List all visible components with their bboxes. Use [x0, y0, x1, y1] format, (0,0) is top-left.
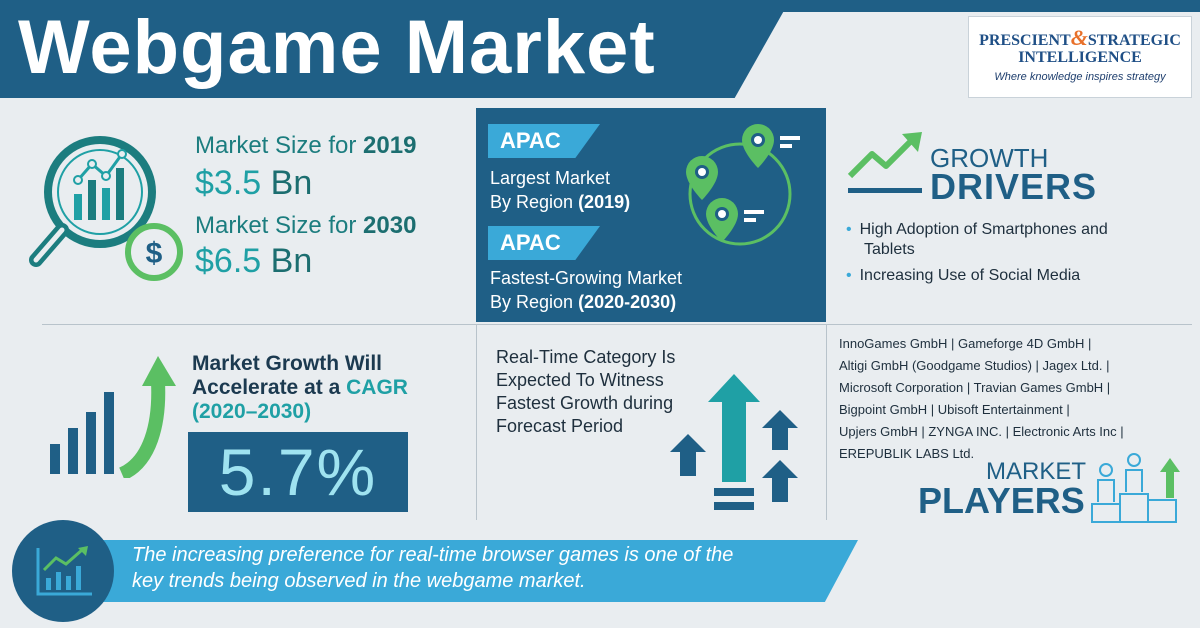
apac-fastest-text: Fastest-Growing Market By Region (2020-2…: [490, 266, 682, 314]
cagr-line1: Market Growth Will: [192, 352, 382, 375]
cagr-value: 5.7%: [188, 432, 408, 512]
players-line3: Microsoft Corporation | Travian Games Gm…: [839, 380, 1111, 395]
apac-fastest-prefix: By Region: [490, 292, 579, 312]
cagr-word: CAGR: [346, 376, 408, 399]
apac-fastest-line2: By Region (2020-2030): [490, 290, 682, 314]
market-heading: MARKET: [986, 458, 1087, 485]
cagr-line2: Accelerate at a CAGR: [192, 376, 408, 400]
market-size-2030-label: Market Size for 2030: [195, 212, 416, 240]
apac-largest-line2: By Region (2019): [490, 190, 630, 214]
logo-line1: PRESCIENT&STRATEGIC: [969, 25, 1191, 51]
growth-heading: GROWTH: [930, 143, 1049, 173]
players-line4: Bigpoint GmbH | Ubisoft Entertainment |: [839, 402, 1070, 417]
bullet-icon: •: [846, 221, 852, 238]
growth-bars-icon: [50, 356, 176, 478]
logo-word-prescient: PRESCIENT: [979, 32, 1071, 49]
driver-item-2-text: Increasing Use of Social Media: [859, 267, 1081, 284]
market-size-2030-prefix: Market Size for: [195, 212, 364, 239]
cagr-period: (2020–2030): [192, 400, 312, 423]
market-size-2019-year: 2019: [363, 132, 417, 159]
realtime-line3: Fastest Growth during: [496, 393, 674, 413]
apac-largest-line1: Largest Market: [490, 168, 611, 188]
apac-largest-text: Largest Market By Region (2019): [490, 166, 630, 214]
market-size-2019-prefix: Market Size for: [195, 132, 364, 159]
apac-fastest-period: (2020-2030): [578, 292, 677, 312]
up-arrows-icon: [670, 374, 798, 510]
column-divider-2: [826, 324, 827, 520]
column-divider-1: [476, 324, 477, 520]
driver-item-2: • Increasing Use of Social Media: [846, 266, 1080, 286]
map-pins-icon: [686, 124, 800, 246]
logo-ampersand: &: [1070, 25, 1088, 50]
apac-tag-largest: APAC: [488, 124, 600, 158]
market-size-2030-value: $6.5 Bn: [195, 242, 312, 281]
footer-circle: [12, 520, 114, 622]
logo-word-strategic: STRATEGIC: [1087, 32, 1181, 49]
apac-tag-fastest: APAC: [488, 226, 600, 260]
apac-panel: APAC Largest Market By Region (2019) APA…: [476, 108, 826, 322]
apac-largest-prefix: By Region: [490, 192, 579, 212]
driver-item-1-text: High Adoption of Smartphones and: [859, 221, 1108, 238]
value-2019-unit: Bn: [270, 164, 313, 202]
svg-text:$: $: [146, 237, 163, 270]
players-line6: EREPUBLIK LABS Ltd.: [839, 446, 975, 461]
footer-band: [30, 540, 858, 602]
players-heading: PLAYERS: [918, 480, 1085, 521]
page-title: Webgame Market: [18, 5, 656, 90]
value-2019-amount: $3.5: [195, 164, 262, 202]
driver-item-1-line2: Tablets: [864, 241, 915, 258]
footer-line2: key trends being observed in the webgame…: [132, 570, 586, 592]
title-stripe: [780, 0, 1200, 12]
podium-people-icon: [1091, 453, 1180, 523]
players-line1: InnoGames GmbH | Gameforge 4D GmbH |: [839, 336, 1092, 351]
apac-fastest-line1: Fastest-Growing Market: [490, 268, 683, 288]
players-line5: Upjers GmbH | ZYNGA INC. | Electronic Ar…: [839, 424, 1124, 439]
players-line2: Altigi GmbH (Goodgame Studios) | Jagex L…: [839, 358, 1110, 373]
driver-item-1: • High Adoption of Smartphones and Tablet…: [846, 220, 1108, 260]
company-logo: PRESCIENT&STRATEGIC INTELLIGENCE Where k…: [968, 16, 1192, 98]
realtime-line1: Real-Time Category Is: [496, 347, 676, 367]
cagr-line2-prefix: Accelerate at a: [192, 376, 347, 399]
magnifier-chart-dollar-icon: $: [29, 136, 183, 281]
realtime-line4: Forecast Period: [496, 416, 624, 436]
footer-line1: The increasing preference for real-time …: [132, 544, 734, 566]
value-2030-amount: $6.5: [195, 242, 262, 280]
realtime-line2: Expected To Witness: [496, 370, 664, 390]
market-size-2019-label: Market Size for 2019: [195, 132, 416, 160]
driver-item-1-line1: • High Adoption of Smartphones and: [846, 220, 1108, 240]
title-band: [0, 0, 790, 98]
logo-tagline: Where knowledge inspires strategy: [994, 71, 1166, 83]
logo-line2: INTELLIGENCE: [1018, 49, 1142, 66]
value-2030-unit: Bn: [270, 242, 313, 280]
market-size-2019-value: $3.5 Bn: [195, 164, 312, 203]
market-size-2030-year: 2030: [363, 212, 417, 239]
bullet-icon: •: [846, 267, 852, 284]
apac-largest-period: (2019): [578, 192, 631, 212]
trend-arrow-icon: [847, 132, 922, 193]
drivers-heading: DRIVERS: [930, 166, 1098, 207]
chart-trend-icon: [36, 546, 92, 596]
row-divider: [42, 324, 1192, 325]
